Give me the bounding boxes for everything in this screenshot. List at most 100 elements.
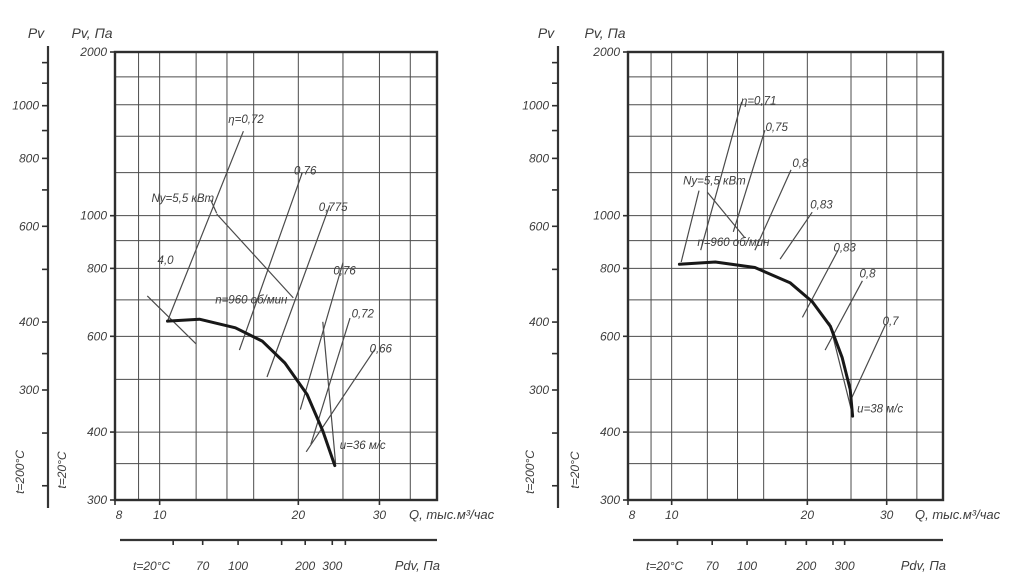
plot-border [113, 50, 439, 502]
efficiency-label: 0,76 [333, 265, 356, 277]
efficiency-label: η=0,72 [228, 114, 264, 126]
efficiency-line-07 [849, 324, 886, 402]
power-value-label: 4,0 [158, 255, 175, 267]
power-line-55 [706, 191, 745, 238]
pdv-tick-label: 100 [228, 559, 248, 573]
efficiency-label: η=0,71 [741, 96, 776, 108]
inner-y-tick-label: 400 [87, 425, 107, 439]
efficiency-label: 0,775 [319, 202, 348, 214]
efficiency-label: 0,8 [860, 268, 877, 280]
outer-y-tick-label: 600 [529, 219, 549, 233]
inner-y-tick-label: 600 [87, 329, 107, 343]
efficiency-line-071 [700, 101, 743, 251]
pdv-tick-label: 300 [835, 559, 855, 573]
chart-left: 2000 1000 800 600 400 300 Pv, Па t=20°C 1000 800 6… [12, 25, 494, 573]
main-curve [166, 317, 337, 468]
power-line-55 [216, 213, 294, 299]
x-tick-label: 20 [291, 508, 306, 522]
outer-y-tick-label: 1000 [522, 99, 549, 113]
outer-y-tick-label: 600 [19, 219, 39, 233]
inner-axis-title: Pv, Па [584, 25, 625, 41]
efficiency-line-066 [305, 348, 376, 453]
inner-y-tick-label: 800 [87, 261, 107, 275]
inner-y-tick-label: 300 [87, 493, 107, 507]
x-axis-title: Q, тыс.м³/час [915, 507, 1001, 522]
inner-y-tick-label: 2000 [592, 45, 620, 59]
efficiency-line-083-rising [779, 211, 813, 260]
efficiency-label: 0,72 [352, 308, 375, 320]
inner-y-tick-label: 2000 [79, 45, 107, 59]
efficiency-line-08-rising [754, 169, 792, 251]
inner-y-tick-label: 1000 [593, 209, 620, 223]
efficiency-line-072-rising [166, 130, 244, 322]
x-tick-label: 20 [800, 508, 815, 522]
inner-axis-temp-label: t=20°C [55, 451, 69, 488]
inner-y-tick-label: 1000 [80, 209, 107, 223]
efficiency-line-072-falling [310, 317, 351, 445]
outer-axis-title: Pv [28, 25, 45, 41]
outer-y-tick-label: 800 [19, 151, 39, 165]
efficiency-label: 0,8 [792, 158, 809, 170]
power-label-leader [210, 199, 218, 214]
power-label: Nу=5,5 кВт [683, 176, 746, 188]
efficiency-label: 0,83 [833, 242, 856, 254]
speed-label: u=36 м/с [340, 440, 386, 452]
outer-y-tick-label: 1000 [12, 99, 39, 113]
pdv-tick-label: 100 [737, 559, 757, 573]
pdv-axis-title: Pdv, Па [901, 558, 946, 573]
outer-y-tick-label: 300 [19, 383, 39, 397]
efficiency-line-075 [732, 130, 766, 232]
efficiency-line-0775 [266, 205, 331, 378]
inner-y-tick-label: 800 [600, 261, 620, 275]
pdv-tick-label: 200 [795, 559, 816, 573]
power-label: Nу=5,5 кВт [151, 193, 214, 205]
pdv-temp-label: t=20°C [133, 559, 170, 573]
outer-y-tick-label: 400 [19, 315, 39, 329]
efficiency-label: 0,75 [765, 122, 788, 134]
outer-y-tick-label: 800 [529, 151, 549, 165]
pdv-tick-label: 70 [706, 559, 720, 573]
x-tick-label: 10 [153, 508, 167, 522]
grid [115, 52, 437, 500]
outer-y-tick-label: 400 [529, 315, 549, 329]
efficiency-line-083-falling [801, 249, 839, 318]
efficiency-label: 0,7 [883, 316, 900, 328]
outer-axis-temp-label: t=200°C [523, 450, 537, 494]
main-curve [677, 260, 855, 418]
efficiency-line-076-rising [238, 172, 303, 351]
x-axis-title: Q, тыс.м³/час [409, 507, 495, 522]
efficiency-label: 0,66 [370, 344, 393, 356]
outer-y-tick-label: 300 [529, 383, 549, 397]
efficiency-line-08-falling [824, 280, 863, 351]
x-tick-label: 30 [373, 508, 387, 522]
pdv-tick-label: 70 [196, 559, 210, 573]
inner-y-tick-label: 400 [600, 425, 620, 439]
efficiency-label: 0,76 [294, 166, 317, 178]
efficiency-label: 0,83 [810, 200, 833, 212]
inner-axis-title: Pv, Па [71, 25, 112, 41]
speed-line-36 [322, 321, 337, 464]
outer-axis-title: Pv [538, 25, 555, 41]
x-tick-label: 30 [880, 508, 894, 522]
curve-label: n=960 об/мин [697, 237, 770, 249]
x-tick-label: 8 [629, 508, 636, 522]
inner-y-tick-label: 300 [600, 493, 620, 507]
x-tick-label: 8 [116, 508, 123, 522]
plot-border [626, 50, 945, 502]
efficiency-line-076-falling [299, 262, 344, 410]
chart-right: 2000 1000 800 600 400 300 Pv, Па t=20°C 1000 800 6… [522, 25, 1000, 573]
outer-axis-temp-label: t=200°C [13, 450, 27, 494]
curve-label: n=960 об/мин [215, 294, 288, 306]
pdv-axis-title: Pdv, Па [395, 558, 440, 573]
grid [628, 52, 943, 500]
pdv-tick-label: 200 [294, 559, 315, 573]
pdv-tick-label: 300 [322, 559, 342, 573]
speed-label: u=38 м/с [857, 403, 903, 415]
x-tick-label: 10 [665, 508, 679, 522]
pdv-temp-label: t=20°C [646, 559, 683, 573]
power-label-leader [680, 190, 700, 263]
inner-axis-temp-label: t=20°C [568, 451, 582, 488]
inner-y-tick-label: 600 [600, 329, 620, 343]
